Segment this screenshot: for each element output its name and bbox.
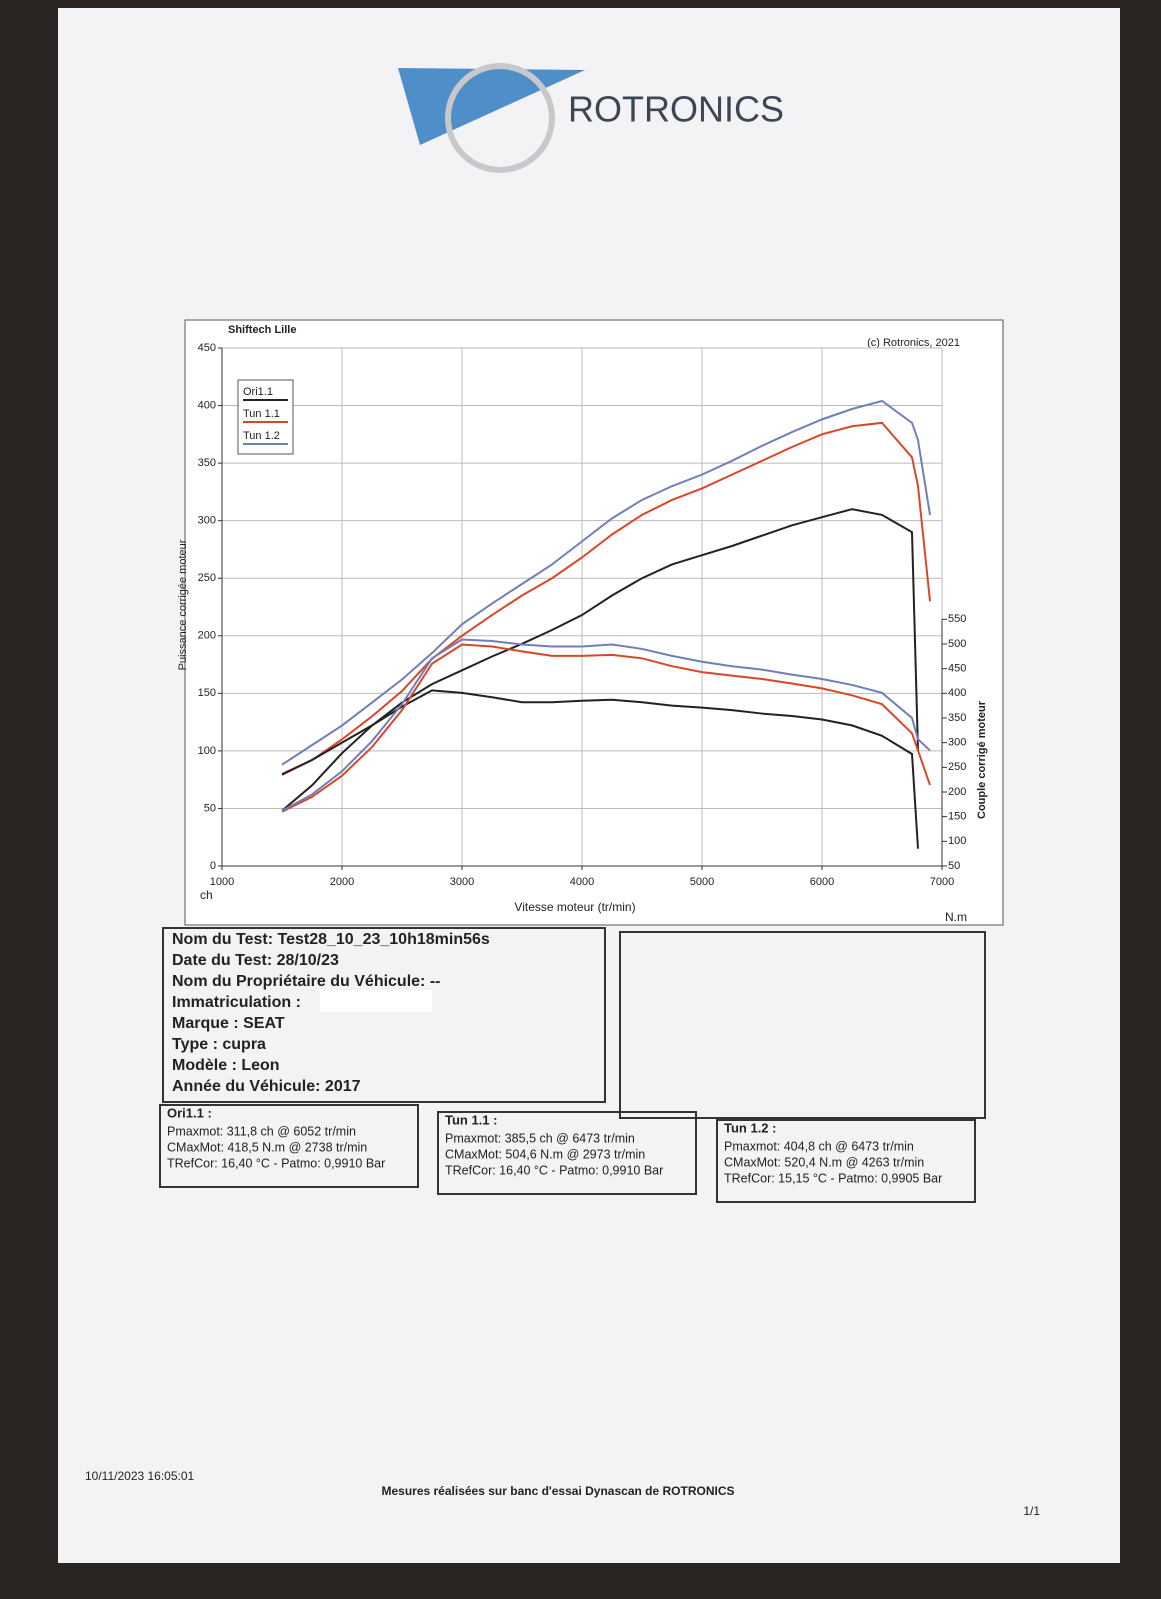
- x-axis-label: Vitesse moteur (tr/min): [514, 900, 635, 914]
- x-tick-label: 1000: [210, 876, 234, 888]
- legend-label: Tun 1.1: [243, 408, 280, 420]
- result-box: [159, 1104, 419, 1188]
- y2-tick-label: 150: [948, 811, 966, 823]
- series-line: [281, 421, 931, 775]
- info-line: Nom du Test: Test28_10_23_10h18min56s: [172, 931, 490, 948]
- logo-ring: [445, 63, 555, 173]
- series-line: [281, 508, 919, 812]
- result-line: TRefCor: 16,40 °C - Patmo: 0,9910 Bar: [445, 1163, 663, 1177]
- y-tick-label: 300: [198, 515, 216, 527]
- y2-unit: N.m: [945, 910, 967, 924]
- result-box: [437, 1111, 697, 1195]
- x-tick-label: 4000: [570, 876, 594, 888]
- result-line: Pmaxmot: 385,5 ch @ 6473 tr/min: [445, 1131, 635, 1145]
- result-title: Ori1.1 :: [167, 1105, 212, 1120]
- logo-text: ROTRONICS: [568, 89, 784, 130]
- y2-tick-label: 500: [948, 638, 966, 650]
- y2-tick-label: 100: [948, 835, 966, 847]
- y-tick-label: 50: [204, 802, 216, 814]
- chart-frame: [184, 319, 1004, 926]
- x-tick-label: 7000: [930, 876, 954, 888]
- y2-tick-label: 400: [948, 687, 966, 699]
- footer-note: Mesures réalisées sur banc d'essai Dynas…: [381, 1484, 734, 1498]
- y2-axis-label: Couple corrigé moteur: [976, 700, 988, 819]
- x-tick-label: 6000: [810, 876, 834, 888]
- y-axis-label: Puissance corrigée moteur: [177, 539, 189, 670]
- result-line: Pmaxmot: 404,8 ch @ 6473 tr/min: [724, 1139, 914, 1153]
- y-tick-label: 350: [198, 457, 216, 469]
- result-line: TRefCor: 15,15 °C - Patmo: 0,9905 Bar: [724, 1171, 942, 1185]
- info-line: Année du Véhicule: 2017: [172, 1078, 361, 1095]
- x-tick-label: 2000: [330, 876, 354, 888]
- y-unit: ch: [200, 888, 213, 902]
- y2-tick-label: 200: [948, 786, 966, 798]
- chart-copyright: (c) Rotronics, 2021: [867, 337, 960, 349]
- y2-tick-label: 450: [948, 663, 966, 675]
- legend-label: Ori1.1: [243, 386, 273, 398]
- result-box: [716, 1119, 976, 1203]
- timestamp: 10/11/2023 16:05:01: [85, 1469, 195, 1483]
- result-title: Tun 1.1 :: [445, 1112, 497, 1127]
- result-line: CMaxMot: 504,6 N.m @ 2973 tr/min: [445, 1147, 645, 1161]
- series-line: [281, 638, 931, 812]
- info-line: Date du Test: 28/10/23: [172, 952, 339, 969]
- x-tick-label: 5000: [690, 876, 714, 888]
- empty-box: [619, 931, 986, 1119]
- y-tick-label: 250: [198, 572, 216, 584]
- result-line: TRefCor: 16,40 °C - Patmo: 0,9910 Bar: [167, 1156, 385, 1170]
- legend-label: Tun 1.2: [243, 430, 280, 442]
- y-tick-label: 400: [198, 399, 216, 411]
- redaction: [320, 990, 432, 1012]
- legend-box: [237, 379, 294, 455]
- info-box: [162, 927, 606, 1103]
- result-line: CMaxMot: 418,5 N.m @ 2738 tr/min: [167, 1140, 367, 1154]
- y2-tick-label: 250: [948, 761, 966, 773]
- y-tick-label: 100: [198, 745, 216, 757]
- info-line: Modèle : Leon: [172, 1057, 280, 1074]
- result-line: Pmaxmot: 311,8 ch @ 6052 tr/min: [167, 1124, 356, 1138]
- x-tick-label: 3000: [450, 876, 474, 888]
- y-tick-label: 0: [210, 860, 216, 872]
- y2-tick-label: 300: [948, 737, 966, 749]
- info-line: Immatriculation :: [172, 994, 301, 1011]
- series-line: [281, 689, 919, 849]
- y2-tick-label: 550: [948, 613, 966, 625]
- result-title: Tun 1.2 :: [724, 1120, 776, 1135]
- y-tick-label: 450: [198, 342, 216, 354]
- y-tick-label: 150: [198, 687, 216, 699]
- series-line: [281, 399, 931, 766]
- y-tick-label: 200: [198, 630, 216, 642]
- page-number: 1/1: [1023, 1504, 1040, 1518]
- info-line: Marque : SEAT: [172, 1015, 285, 1032]
- y2-tick-label: 50: [948, 860, 960, 872]
- chart-owner: Shiftech Lille: [228, 324, 296, 336]
- info-line: Type : cupra: [172, 1036, 266, 1053]
- result-line: CMaxMot: 520,4 N.m @ 4263 tr/min: [724, 1155, 924, 1169]
- series-line: [281, 643, 931, 813]
- info-line: Nom du Propriétaire du Véhicule: --: [172, 973, 440, 990]
- y2-tick-label: 350: [948, 712, 966, 724]
